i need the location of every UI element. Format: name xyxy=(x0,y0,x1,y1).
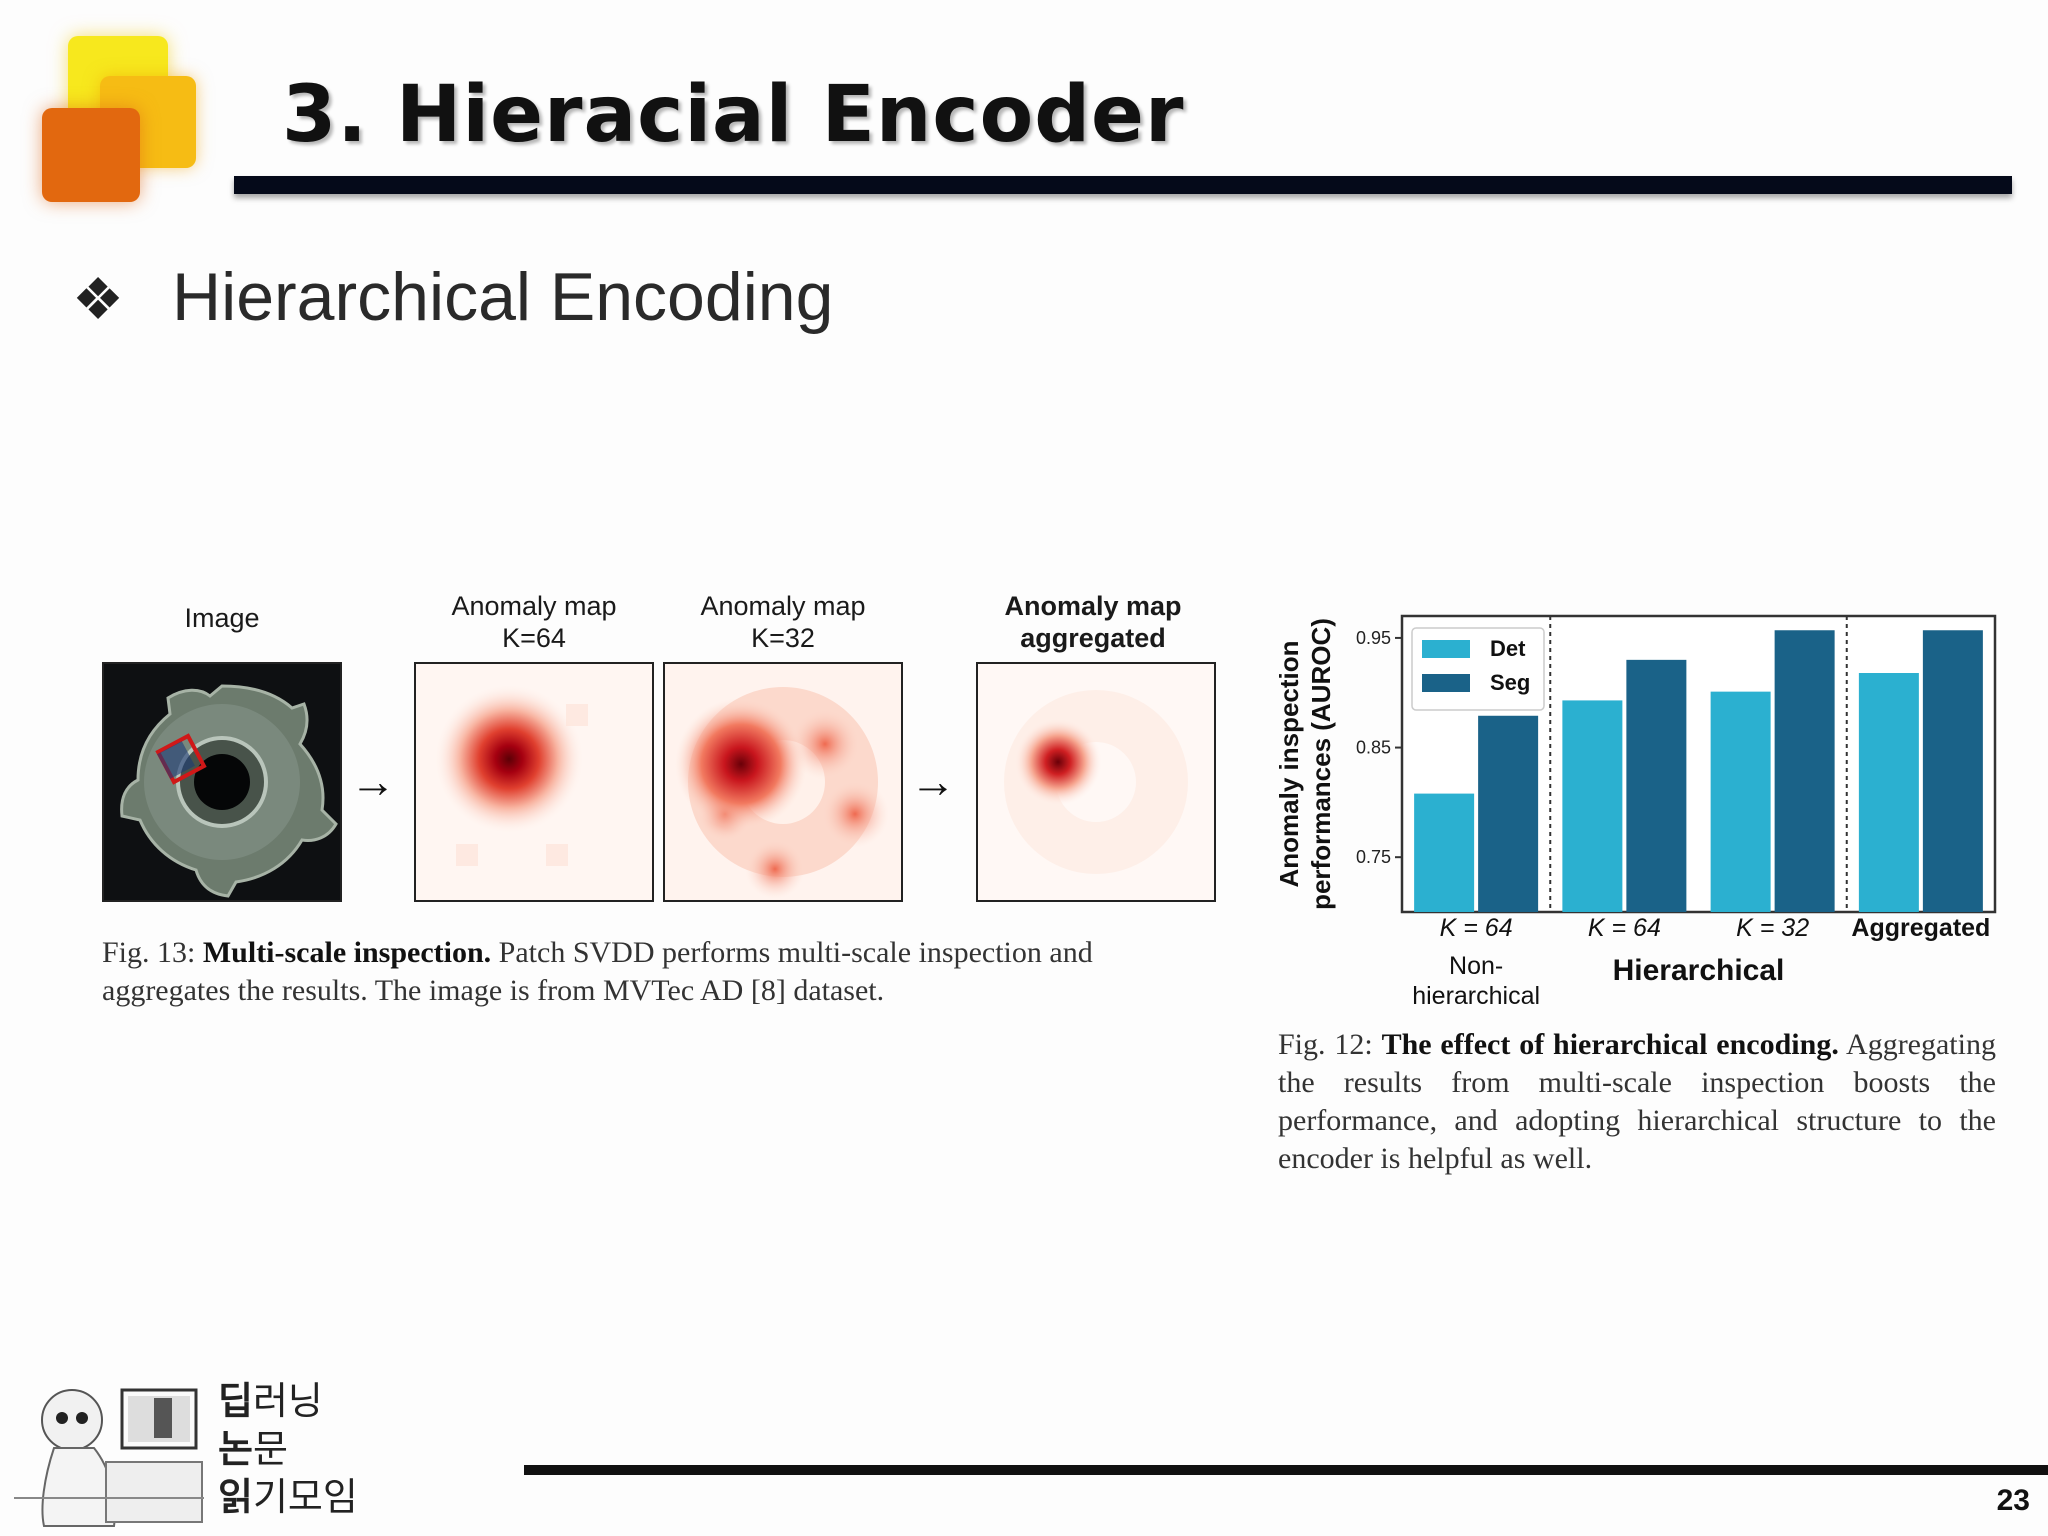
arrow-icon: → xyxy=(350,755,396,807)
y-tick-label: 0.85 xyxy=(1356,738,1391,758)
anomaly-map-k64 xyxy=(414,662,654,902)
mascot-illustration xyxy=(14,1388,204,1527)
bar-det xyxy=(1414,793,1475,912)
x-tick-label: K = 64 xyxy=(1588,914,1661,942)
arrow-icon: → xyxy=(910,755,956,807)
panel-label-aggregated: Anomaly map aggregated xyxy=(1004,591,1182,653)
input-image-panel xyxy=(102,662,342,902)
anomaly-map-aggregated xyxy=(976,662,1216,902)
heatmap-aggregated xyxy=(978,664,1214,900)
title-divider xyxy=(234,176,2012,194)
y-tick-label: 0.95 xyxy=(1356,628,1391,648)
x-tick-label: K = 64 xyxy=(1440,914,1513,942)
logo-orange-square xyxy=(42,108,140,202)
metal-nut-image xyxy=(104,664,340,900)
group-label-hierarchical: Hierarchical xyxy=(1613,954,1785,987)
legend-label-seg: Seg xyxy=(1490,670,1530,695)
panel-label-k64: Anomaly map K=64 xyxy=(451,591,617,653)
bar-det xyxy=(1858,673,1919,912)
brand-line-2: 논문 xyxy=(218,1429,288,1471)
brand-line-1: 딥러닝 xyxy=(218,1381,323,1423)
bar-seg xyxy=(1922,630,1983,912)
heatmap-k64 xyxy=(416,664,652,900)
legend-label-det: Det xyxy=(1490,636,1526,661)
page-number: 23 xyxy=(1996,1484,2030,1517)
anomaly-map-k32 xyxy=(663,662,903,902)
figure-12-caption: Fig. 12: The effect of hierarchical enco… xyxy=(1278,1028,1996,1175)
footer-divider xyxy=(524,1465,2048,1475)
panel-label-k32: Anomaly map K=32 xyxy=(700,591,866,653)
x-tick-label: Aggregated xyxy=(1851,914,1990,942)
bar-chart: 0.75 0.85 0.95 K = 64 K = 64 K = 32 Aggregated… xyxy=(1274,614,1997,1010)
bar-seg xyxy=(1774,630,1835,912)
bar-det xyxy=(1710,691,1771,912)
heatmap-k32 xyxy=(665,664,901,900)
page-title: 3. Hieracial Encoder xyxy=(282,70,1185,160)
figure-13-caption: Fig. 13: Multi-scale inspection. Patch S… xyxy=(102,936,1093,1007)
x-tick-label: K = 32 xyxy=(1736,914,1809,942)
group-label-nonhierarchical: Non-hierarchical xyxy=(1412,952,1540,1010)
legend-swatch-seg xyxy=(1422,674,1470,692)
slide-logo xyxy=(28,32,228,212)
y-axis-label: Anomaly inspectionperformances (AUROC) xyxy=(1274,618,1336,910)
brand-line-3: 읽기모임 xyxy=(218,1477,358,1519)
diamond-bullet-icon: ❖ xyxy=(72,267,124,332)
panel-label-image: Image xyxy=(184,603,260,633)
footer-brand: 딥러닝 논문 읽기모임 xyxy=(218,1378,358,1522)
bar-seg xyxy=(1626,659,1687,912)
bar-seg xyxy=(1478,715,1539,912)
legend-swatch-det xyxy=(1422,640,1470,658)
bar-det xyxy=(1562,700,1623,912)
y-tick-label: 0.75 xyxy=(1356,847,1391,867)
bullet-heading: Hierarchical Encoding xyxy=(172,259,834,335)
